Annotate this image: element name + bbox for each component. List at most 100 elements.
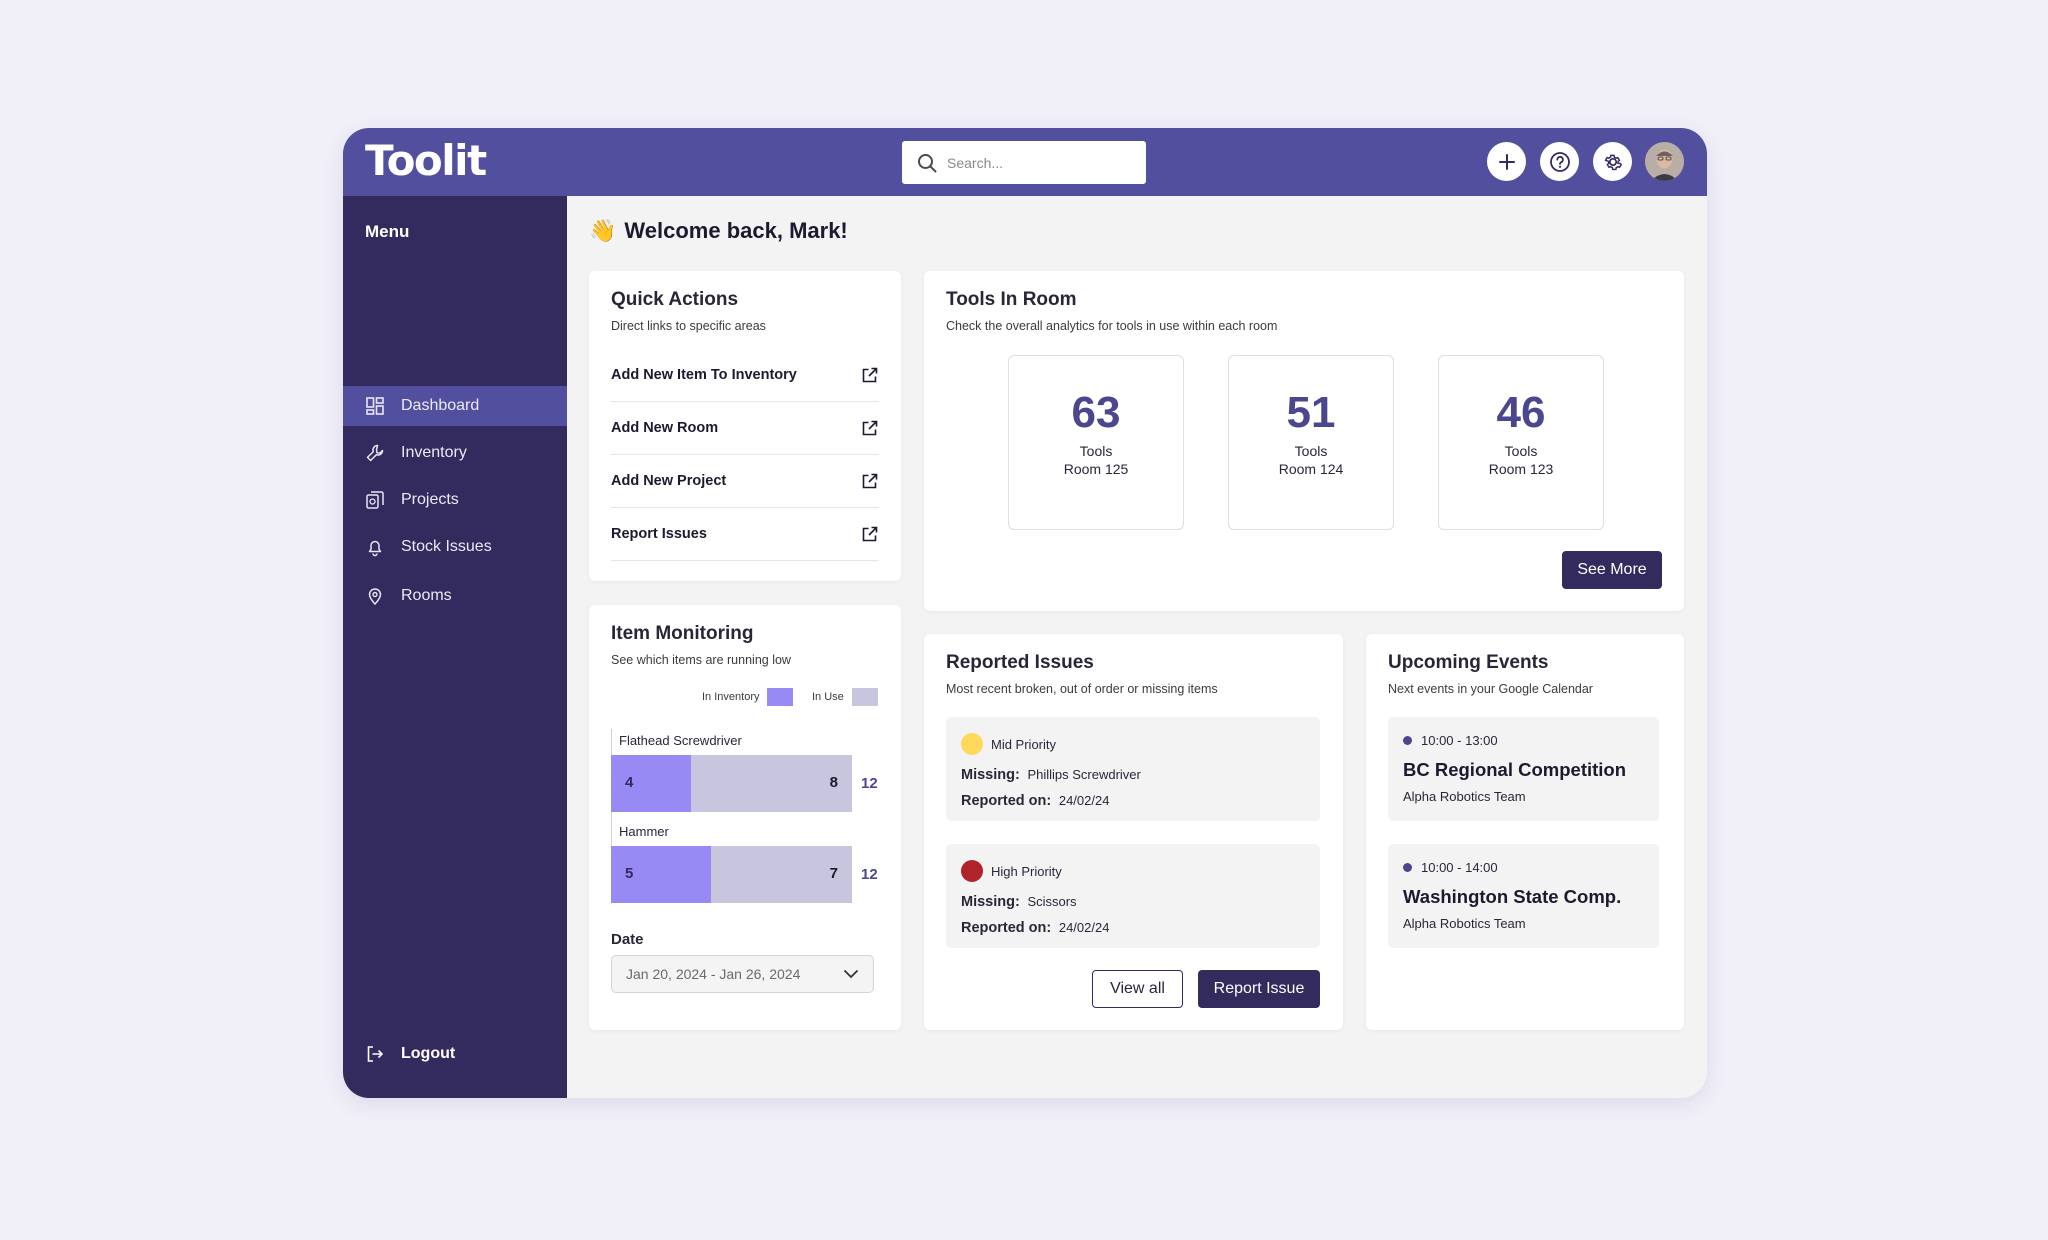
bar-value: 7	[829, 865, 838, 882]
quick-action-report-issues[interactable]: Report Issues	[611, 508, 879, 561]
view-all-button[interactable]: View all	[1092, 970, 1183, 1008]
search-icon	[918, 153, 937, 172]
quick-action-label: Add New Room	[611, 420, 719, 436]
chart-axis	[611, 729, 612, 899]
page-title: 👋 Welcome back, Mark!	[589, 218, 848, 244]
card-title: Tools In Room	[946, 289, 1077, 310]
event-team: Alpha Robotics Team	[1403, 789, 1526, 804]
reported-issues-card: Reported Issues Most recent broken, out …	[924, 634, 1343, 1030]
sidebar-item-stock-issues[interactable]: Stock Issues	[343, 527, 567, 567]
sidebar-item-label: Rooms	[401, 587, 452, 604]
avatar[interactable]	[1645, 142, 1684, 181]
event-title: Washington State Comp.	[1403, 886, 1622, 907]
quick-action-label: Add New Item To Inventory	[611, 367, 797, 383]
quick-action-add-item[interactable]: Add New Item To Inventory	[611, 349, 879, 402]
quick-action-add-room[interactable]: Add New Room	[611, 402, 879, 455]
sidebar-item-projects[interactable]: Projects	[343, 480, 567, 520]
plus-icon	[1498, 153, 1515, 170]
priority-badge: High Priority	[961, 860, 1062, 882]
issue-missing: Missing: Scissors	[961, 894, 1077, 910]
welcome-text: Welcome back, Mark!	[624, 218, 848, 243]
room-stat-card[interactable]: 63 Tools Room 125	[1008, 355, 1184, 530]
user-avatar-icon	[1645, 142, 1684, 181]
app-window: Toolit	[343, 128, 1707, 1098]
room-stat-card[interactable]: 46 Tools Room 123	[1438, 355, 1604, 530]
reported-label: Reported on:	[961, 793, 1052, 809]
help-button[interactable]	[1540, 142, 1579, 181]
search-input[interactable]	[947, 154, 1127, 171]
priority-dot	[961, 860, 983, 882]
bell-icon	[365, 537, 385, 557]
help-icon	[1549, 151, 1570, 172]
logo[interactable]: Toolit	[365, 136, 487, 185]
report-issue-button[interactable]: Report Issue	[1198, 970, 1320, 1008]
gear-icon	[1604, 154, 1622, 170]
card-title: Item Monitoring	[611, 623, 754, 644]
external-link-icon	[862, 420, 878, 436]
bar-row: 4 8	[611, 755, 852, 812]
logout-button[interactable]: Logout	[343, 1034, 567, 1074]
tool-count: 46	[1496, 388, 1546, 437]
see-more-button[interactable]: See More	[1562, 551, 1662, 589]
waving-hand-icon: 👋	[589, 218, 617, 243]
add-button[interactable]	[1487, 142, 1526, 181]
issue-item[interactable]: High Priority Missing: Scissors Reported…	[946, 844, 1320, 948]
external-link-icon	[862, 526, 878, 542]
room-stat-card[interactable]: 51 Tools Room 124	[1228, 355, 1394, 530]
tool-unit: Tools	[1294, 443, 1328, 459]
sidebar-item-label: Inventory	[401, 444, 467, 461]
external-link-icon	[862, 473, 878, 489]
card-subtitle: Most recent broken, out of order or miss…	[946, 682, 1218, 696]
sidebar-item-inventory[interactable]: Inventory	[343, 433, 567, 473]
sidebar-item-label: Dashboard	[401, 397, 480, 414]
sidebar-item-label: Projects	[401, 491, 459, 508]
event-bullet-icon	[1403, 863, 1412, 872]
quick-action-label: Report Issues	[611, 526, 707, 542]
settings-button[interactable]	[1593, 142, 1632, 181]
priority-label: High Priority	[991, 863, 1062, 879]
bar-in-inventory: 4	[611, 755, 691, 812]
quick-action-add-project[interactable]: Add New Project	[611, 455, 879, 508]
sidebar-item-dashboard[interactable]: Dashboard	[343, 386, 567, 426]
legend-in-use: In Use	[812, 688, 878, 706]
card-subtitle: See which items are running low	[611, 653, 791, 667]
upcoming-events-card: Upcoming Events Next events in your Goog…	[1366, 634, 1684, 1030]
reported-value: 24/02/24	[1058, 793, 1110, 808]
bar-total: 12	[861, 775, 878, 792]
search-box[interactable]	[902, 141, 1146, 184]
reported-label: Reported on:	[961, 920, 1052, 936]
issue-missing: Missing: Phillips Screwdriver	[961, 767, 1141, 783]
card-subtitle: Check the overall analytics for tools in…	[946, 319, 1278, 333]
event-title: BC Regional Competition	[1403, 759, 1627, 780]
event-time: 10:00 - 14:00	[1403, 860, 1498, 875]
tool-unit: Tools	[1079, 443, 1113, 459]
bar-category-label: Flathead Screwdriver	[619, 733, 742, 748]
top-bar: Toolit	[343, 128, 1707, 196]
quick-actions-list: Add New Item To Inventory Add New Room A…	[611, 349, 879, 561]
event-item[interactable]: 10:00 - 13:00 BC Regional Competition Al…	[1388, 717, 1659, 821]
event-team: Alpha Robotics Team	[1403, 916, 1526, 931]
room-name: Room 124	[1278, 461, 1344, 477]
date-range-value: Jan 20, 2024 - Jan 26, 2024	[626, 966, 801, 982]
bar-value: 4	[625, 774, 634, 791]
missing-value: Phillips Screwdriver	[1027, 767, 1141, 782]
date-range-select[interactable]: Jan 20, 2024 - Jan 26, 2024	[611, 955, 874, 993]
event-item[interactable]: 10:00 - 14:00 Washington State Comp. Alp…	[1388, 844, 1659, 948]
legend-swatch	[851, 688, 878, 706]
card-subtitle: Direct links to specific areas	[611, 319, 766, 333]
location-pin-icon	[365, 586, 385, 606]
issue-item[interactable]: Mid Priority Missing: Phillips Screwdriv…	[946, 717, 1320, 821]
wrench-icon	[365, 443, 385, 463]
sidebar-item-label: Stock Issues	[401, 538, 492, 555]
room-name: Room 125	[1063, 461, 1129, 477]
dashboard-icon	[365, 396, 385, 416]
quick-action-label: Add New Project	[611, 473, 727, 489]
card-subtitle: Next events in your Google Calendar	[1388, 682, 1593, 696]
room-name: Room 123	[1488, 461, 1554, 477]
sidebar-item-rooms[interactable]: Rooms	[343, 576, 567, 616]
priority-dot	[961, 733, 983, 755]
priority-label: Mid Priority	[991, 736, 1057, 752]
event-bullet-icon	[1403, 736, 1412, 745]
legend-swatch	[767, 688, 794, 706]
bar-row: 5 7	[611, 846, 852, 903]
